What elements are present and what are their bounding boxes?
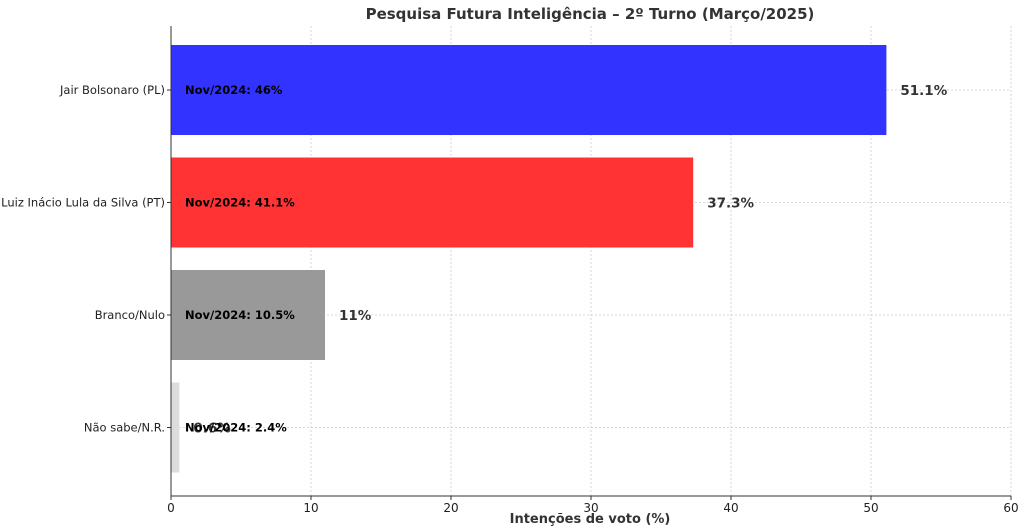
previous-poll-label: Nov/2024: 46% (185, 83, 283, 97)
bar (171, 157, 694, 248)
x-tick-label: 20 (443, 501, 458, 515)
category-label: Não sabe/N.R. (84, 421, 165, 435)
category-label: Jair Bolsonaro (PL) (59, 83, 165, 97)
x-tick-label: 60 (1003, 501, 1018, 515)
bar (171, 270, 325, 360)
category-label: Luiz Inácio Lula da Silva (PT) (1, 196, 165, 210)
chart-title: Pesquisa Futura Inteligência – 2º Turno … (366, 5, 815, 23)
x-tick-label: 50 (863, 501, 878, 515)
x-axis-label: Intenções de voto (%) (510, 512, 671, 527)
category-label: Branco/Nulo (95, 308, 165, 322)
bar (171, 382, 180, 473)
axes: 0 10 20 30 40 50 60 (167, 26, 1019, 515)
bars (171, 45, 887, 473)
labels: Jair Bolsonaro (PL) 51.1% Nov/2024: 46% Lui… (1, 83, 948, 437)
value-label: 0.6% (193, 421, 231, 437)
x-tick-label: 30 (583, 501, 598, 515)
x-tick-label: 0 (167, 501, 175, 515)
value-label: 37.3% (707, 196, 754, 212)
previous-poll-label: Nov/2024: 41.1% (185, 196, 295, 210)
value-label: 51.1% (900, 83, 947, 99)
value-label: 11% (339, 308, 372, 324)
bar (171, 45, 887, 135)
previous-poll-label: Nov/2024: 2.4% (185, 421, 287, 435)
x-tick-label: 10 (303, 501, 318, 515)
x-tick-label: 40 (723, 501, 738, 515)
previous-poll-label: Nov/2024: 10.5% (185, 308, 295, 322)
